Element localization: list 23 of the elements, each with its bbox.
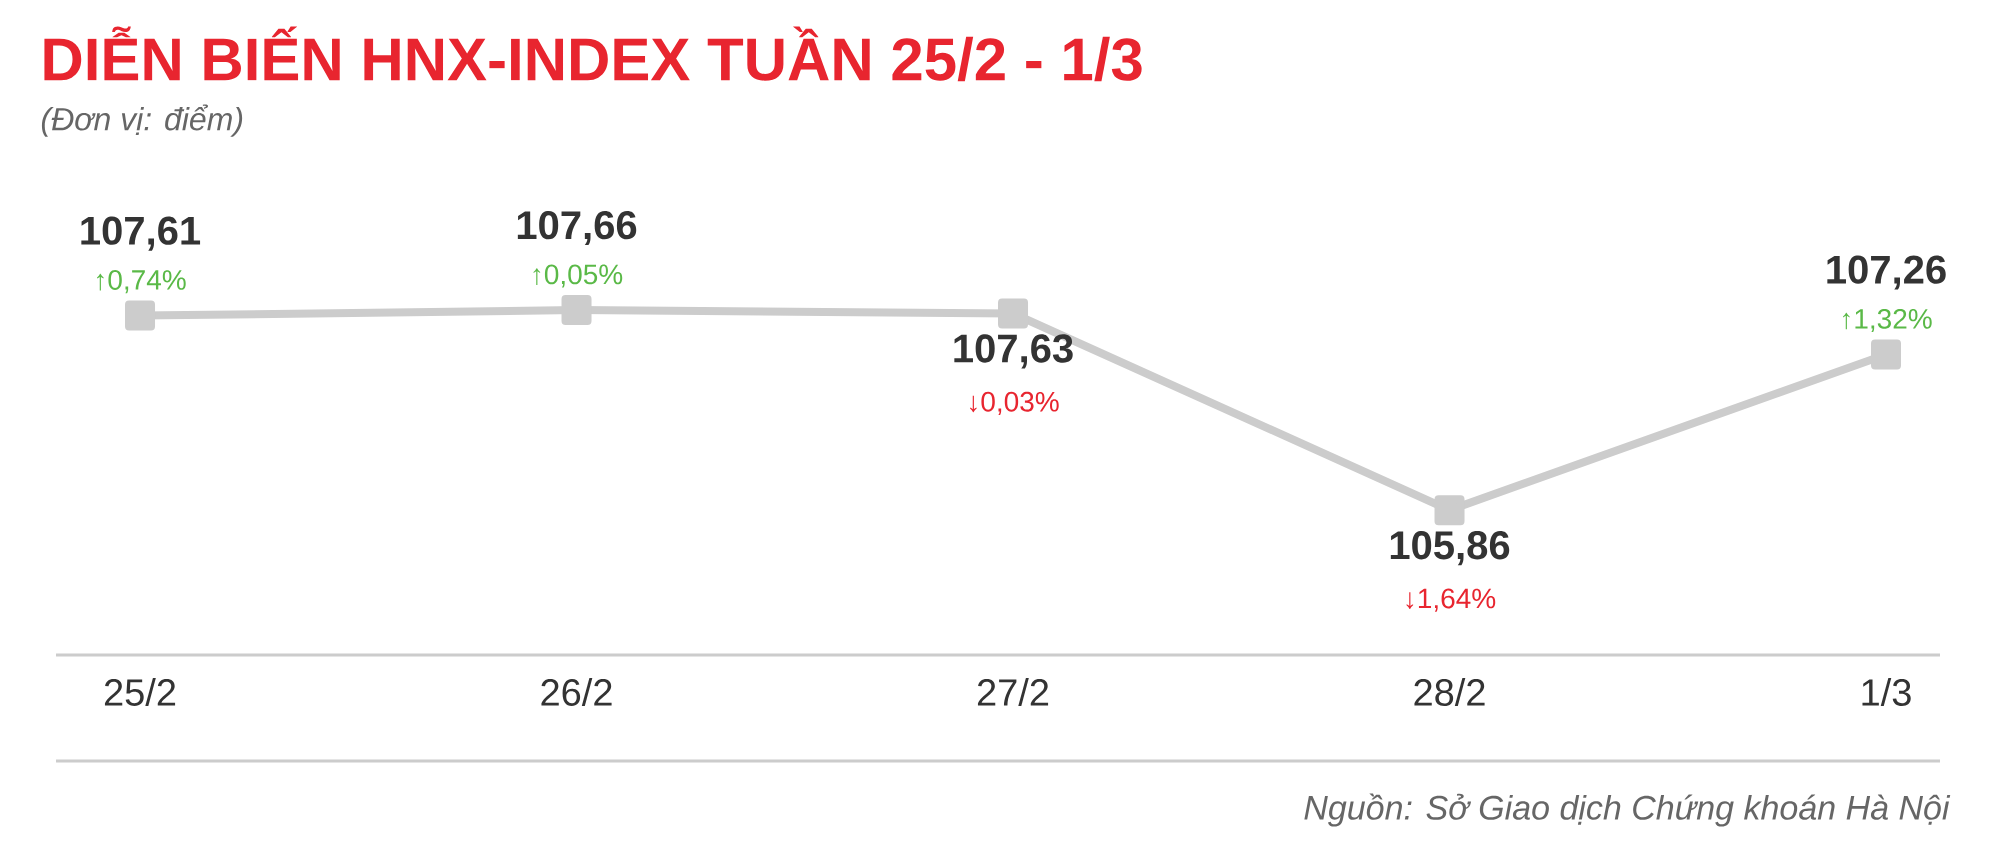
data-label: 107,63 [954, 334, 1073, 369]
point [125, 300, 156, 331]
point [1871, 339, 1902, 370]
point [1434, 495, 1465, 526]
data-label: 107,66 [517, 211, 637, 246]
annotation: ↓0,03% [970, 391, 1059, 415]
point [998, 298, 1029, 329]
annotation: ↑0,74% [97, 270, 186, 294]
data-label: 105,86 [1390, 531, 1510, 566]
text: Nguồn: Sở Giao dịch Chứng khoán Hà Nội [1304, 793, 1951, 827]
chart-subtitle: (Đơn vị: điểm) [41, 104, 243, 137]
chart-title: DIỄN BIẾN HNX-INDEX TUẦN 25/2 - 1/3 [44, 26, 1142, 82]
x-tick-label: 28/2 [1414, 678, 1485, 706]
annotation: ↑0,05% [533, 264, 623, 288]
x-tick-label: 1/3 [1862, 678, 1911, 706]
annotation: ↑1,32% [1843, 308, 1932, 333]
data-label: 107,26 [1827, 255, 1946, 290]
x-tick-label: 27/2 [977, 678, 1049, 706]
x-tick-label: 25/2 [104, 678, 176, 706]
data-label: 107,61 [81, 216, 201, 251]
point [561, 295, 592, 326]
x-tick-label: 26/2 [541, 678, 612, 706]
annotation: ↓1,64% [1406, 588, 1496, 612]
